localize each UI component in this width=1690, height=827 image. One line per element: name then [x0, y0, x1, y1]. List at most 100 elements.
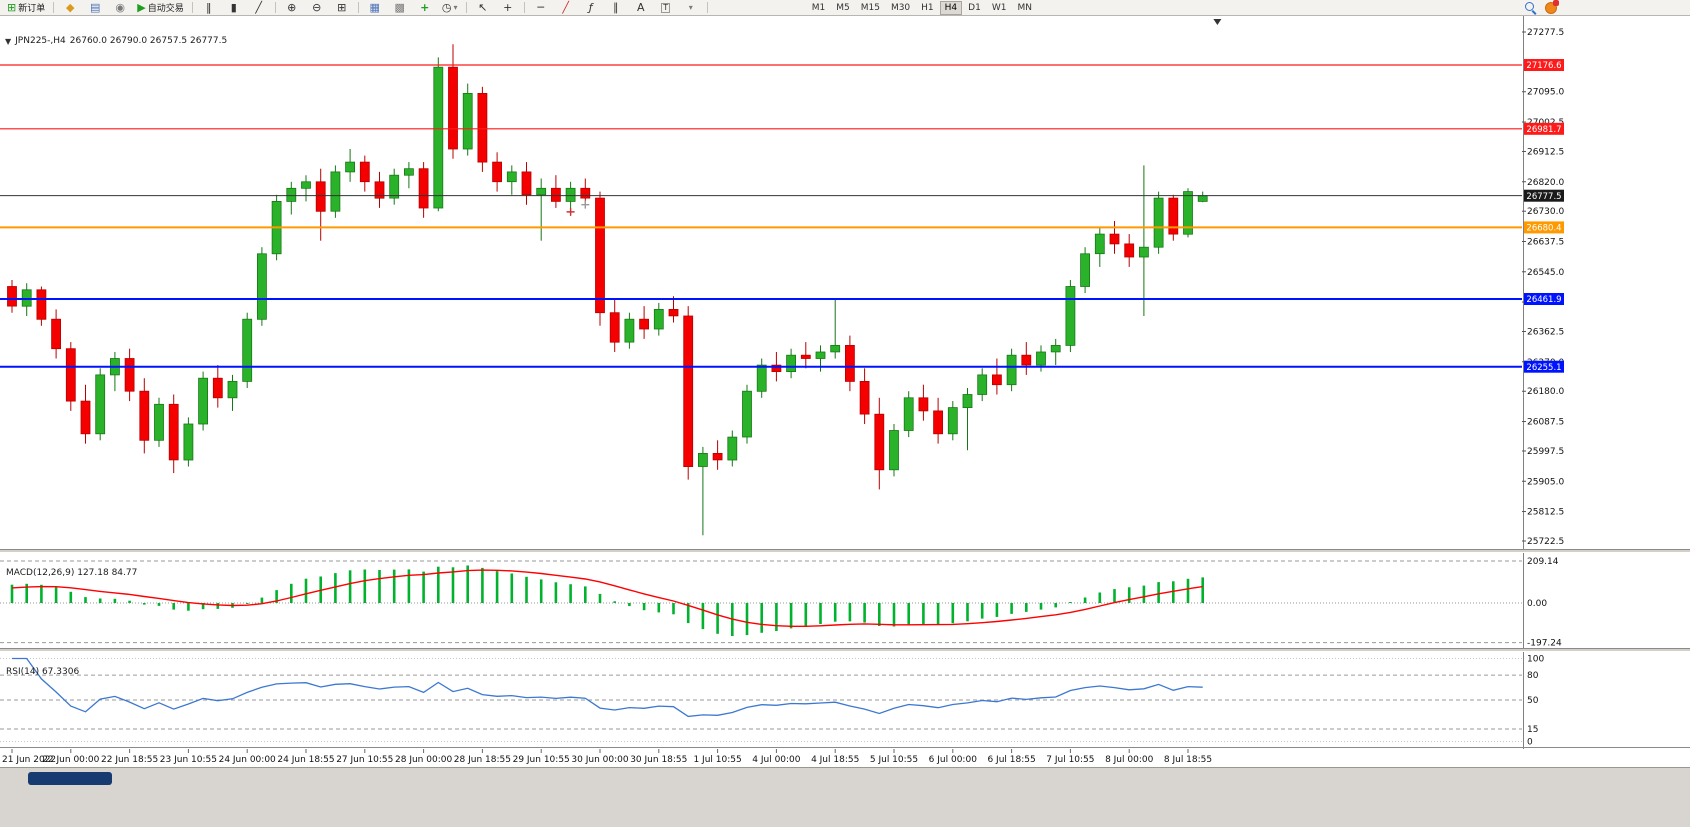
horizontal-line-button[interactable]: ─ — [529, 1, 553, 15]
timeframe-group: M1 M5 M15 M30 H1 H4 D1 W1 MN — [807, 0, 1037, 15]
price-line-label-text: 26680.4 — [1526, 224, 1561, 234]
zoom-in-button[interactable]: ⊕ — [280, 1, 304, 15]
time-label: 6 Jul 00:00 — [929, 755, 978, 765]
price-tick-label: 25905.0 — [1527, 477, 1564, 487]
trendline-button[interactable]: ╱ — [554, 1, 578, 15]
macd-signal-line — [11, 569, 1203, 627]
trade-marker — [581, 200, 590, 209]
timeframe-w1[interactable]: W1 — [987, 1, 1012, 15]
chart-shift-marker[interactable] — [1213, 19, 1222, 25]
timeframe-h1[interactable]: H1 — [916, 1, 939, 15]
candle-body — [433, 66, 444, 209]
time-label: 5 Jul 10:55 — [870, 755, 918, 765]
price-chart-canvas[interactable]: 27277.527095.027002.526912.526820.026730… — [0, 16, 1690, 767]
panel-divider[interactable] — [0, 549, 1690, 553]
print-icon: ▤ — [90, 1, 101, 14]
price-line-label-resistance-1 — [1524, 59, 1564, 71]
candlestick-icon: ▮ — [230, 1, 237, 14]
chart-bars-button[interactable]: ‖ — [197, 1, 221, 15]
fibonacci-button[interactable]: ƒ — [579, 1, 603, 15]
candle-body — [51, 318, 61, 350]
candle-body — [580, 187, 591, 199]
collapse-caret-icon[interactable]: ▼ — [5, 36, 12, 46]
rsi-tick-label: 15 — [1527, 725, 1538, 735]
candle-body — [477, 93, 488, 163]
candle-body — [418, 168, 429, 209]
notification-badge — [1553, 0, 1559, 6]
candle-body — [95, 374, 106, 435]
candle-body — [962, 394, 973, 409]
main-panel-bg — [0, 16, 1690, 549]
arrow-tools-chevron-icon: ▾ — [688, 2, 693, 12]
profiles-icon: ◆ — [66, 1, 75, 14]
zoom-out-button[interactable]: ⊖ — [305, 1, 329, 15]
timeframe-m30[interactable]: M30 — [886, 1, 915, 15]
text-button[interactable]: A — [629, 1, 653, 15]
timeframe-h4[interactable]: H4 — [939, 0, 963, 15]
candle-body — [889, 430, 899, 471]
label-button[interactable]: T — [654, 1, 678, 15]
timeframe-m15[interactable]: M15 — [856, 1, 885, 15]
candle-body — [492, 161, 503, 183]
autotrading-button[interactable]: ▶ 自动交易 — [133, 1, 187, 15]
price-line-label-text: 27176.6 — [1526, 61, 1561, 71]
candle-body — [301, 181, 311, 189]
chart-candles-button[interactable]: ▮ — [222, 1, 246, 15]
add-indicator-icon: + — [420, 1, 430, 14]
candle-body — [992, 374, 1002, 386]
candle-body — [330, 171, 341, 212]
candle-body — [1183, 191, 1193, 235]
candle-body — [124, 358, 135, 392]
price-line-label-support-2 — [1524, 360, 1564, 373]
candle-body — [242, 318, 253, 382]
chart-line-button[interactable]: ╱ — [247, 1, 271, 15]
cursor-button[interactable]: ↖ — [471, 1, 495, 15]
new-order-button[interactable]: ⊞ 新订单 — [3, 1, 49, 15]
toolbar-separator — [706, 2, 708, 13]
timeframe-d1[interactable]: D1 — [963, 1, 986, 15]
new-order-label: 新订单 — [18, 4, 46, 14]
fibonacci-icon: ƒ — [588, 1, 593, 14]
candle-body — [815, 351, 826, 359]
price-line-label-support-1 — [1524, 293, 1564, 305]
panel-divider[interactable] — [0, 648, 1690, 652]
toolbar-separator — [465, 2, 467, 13]
candle-body — [212, 377, 223, 399]
candle-body — [609, 312, 620, 343]
signals-icon: ◉ — [115, 1, 126, 14]
search-icon[interactable] — [1525, 1, 1537, 14]
chevron-down-icon: ▾ — [453, 2, 458, 12]
time-label: 29 Jun 10:55 — [513, 755, 570, 765]
price-tick-label: 26545.0 — [1527, 268, 1564, 278]
zoom-out-icon: ⊖ — [312, 1, 322, 14]
timeframe-m5[interactable]: M5 — [831, 1, 855, 15]
profiles-button[interactable]: ◆ — [58, 1, 82, 15]
arrows-button[interactable]: ▾ — [679, 1, 703, 15]
candle-body — [227, 380, 238, 399]
candle-body — [389, 174, 400, 199]
periods-button[interactable]: ◷ ▾ — [438, 1, 462, 15]
new-chart-button[interactable]: ▦ — [363, 1, 387, 15]
crosshair-button[interactable]: + — [496, 1, 520, 15]
candle-body — [668, 308, 679, 317]
candle-body — [359, 161, 370, 183]
candle-body — [977, 374, 988, 395]
price-tick-label: 25997.5 — [1527, 447, 1564, 457]
time-label: 7 Jul 10:55 — [1046, 755, 1094, 765]
print-button[interactable]: ▤ — [83, 1, 107, 15]
price-tick-label: 26730.0 — [1527, 207, 1564, 217]
arrange-button[interactable]: ▩ — [388, 1, 412, 15]
signals-button[interactable]: ◉ — [108, 1, 132, 15]
indicators-button[interactable]: + — [413, 1, 437, 15]
channel-button[interactable]: ∥ — [604, 1, 628, 15]
candle-body — [256, 253, 267, 320]
timeframe-mn[interactable]: MN — [1012, 1, 1037, 15]
candle-body — [1065, 286, 1076, 346]
notifications-icon[interactable] — [1545, 0, 1559, 14]
tile-windows-button[interactable]: ⊞ — [330, 1, 354, 15]
taskbar-item[interactable] — [28, 772, 112, 785]
timeframe-m1[interactable]: M1 — [807, 1, 831, 15]
candle-body — [1006, 354, 1017, 386]
label-tool-icon: T — [661, 2, 671, 13]
candle-body — [1080, 253, 1090, 287]
